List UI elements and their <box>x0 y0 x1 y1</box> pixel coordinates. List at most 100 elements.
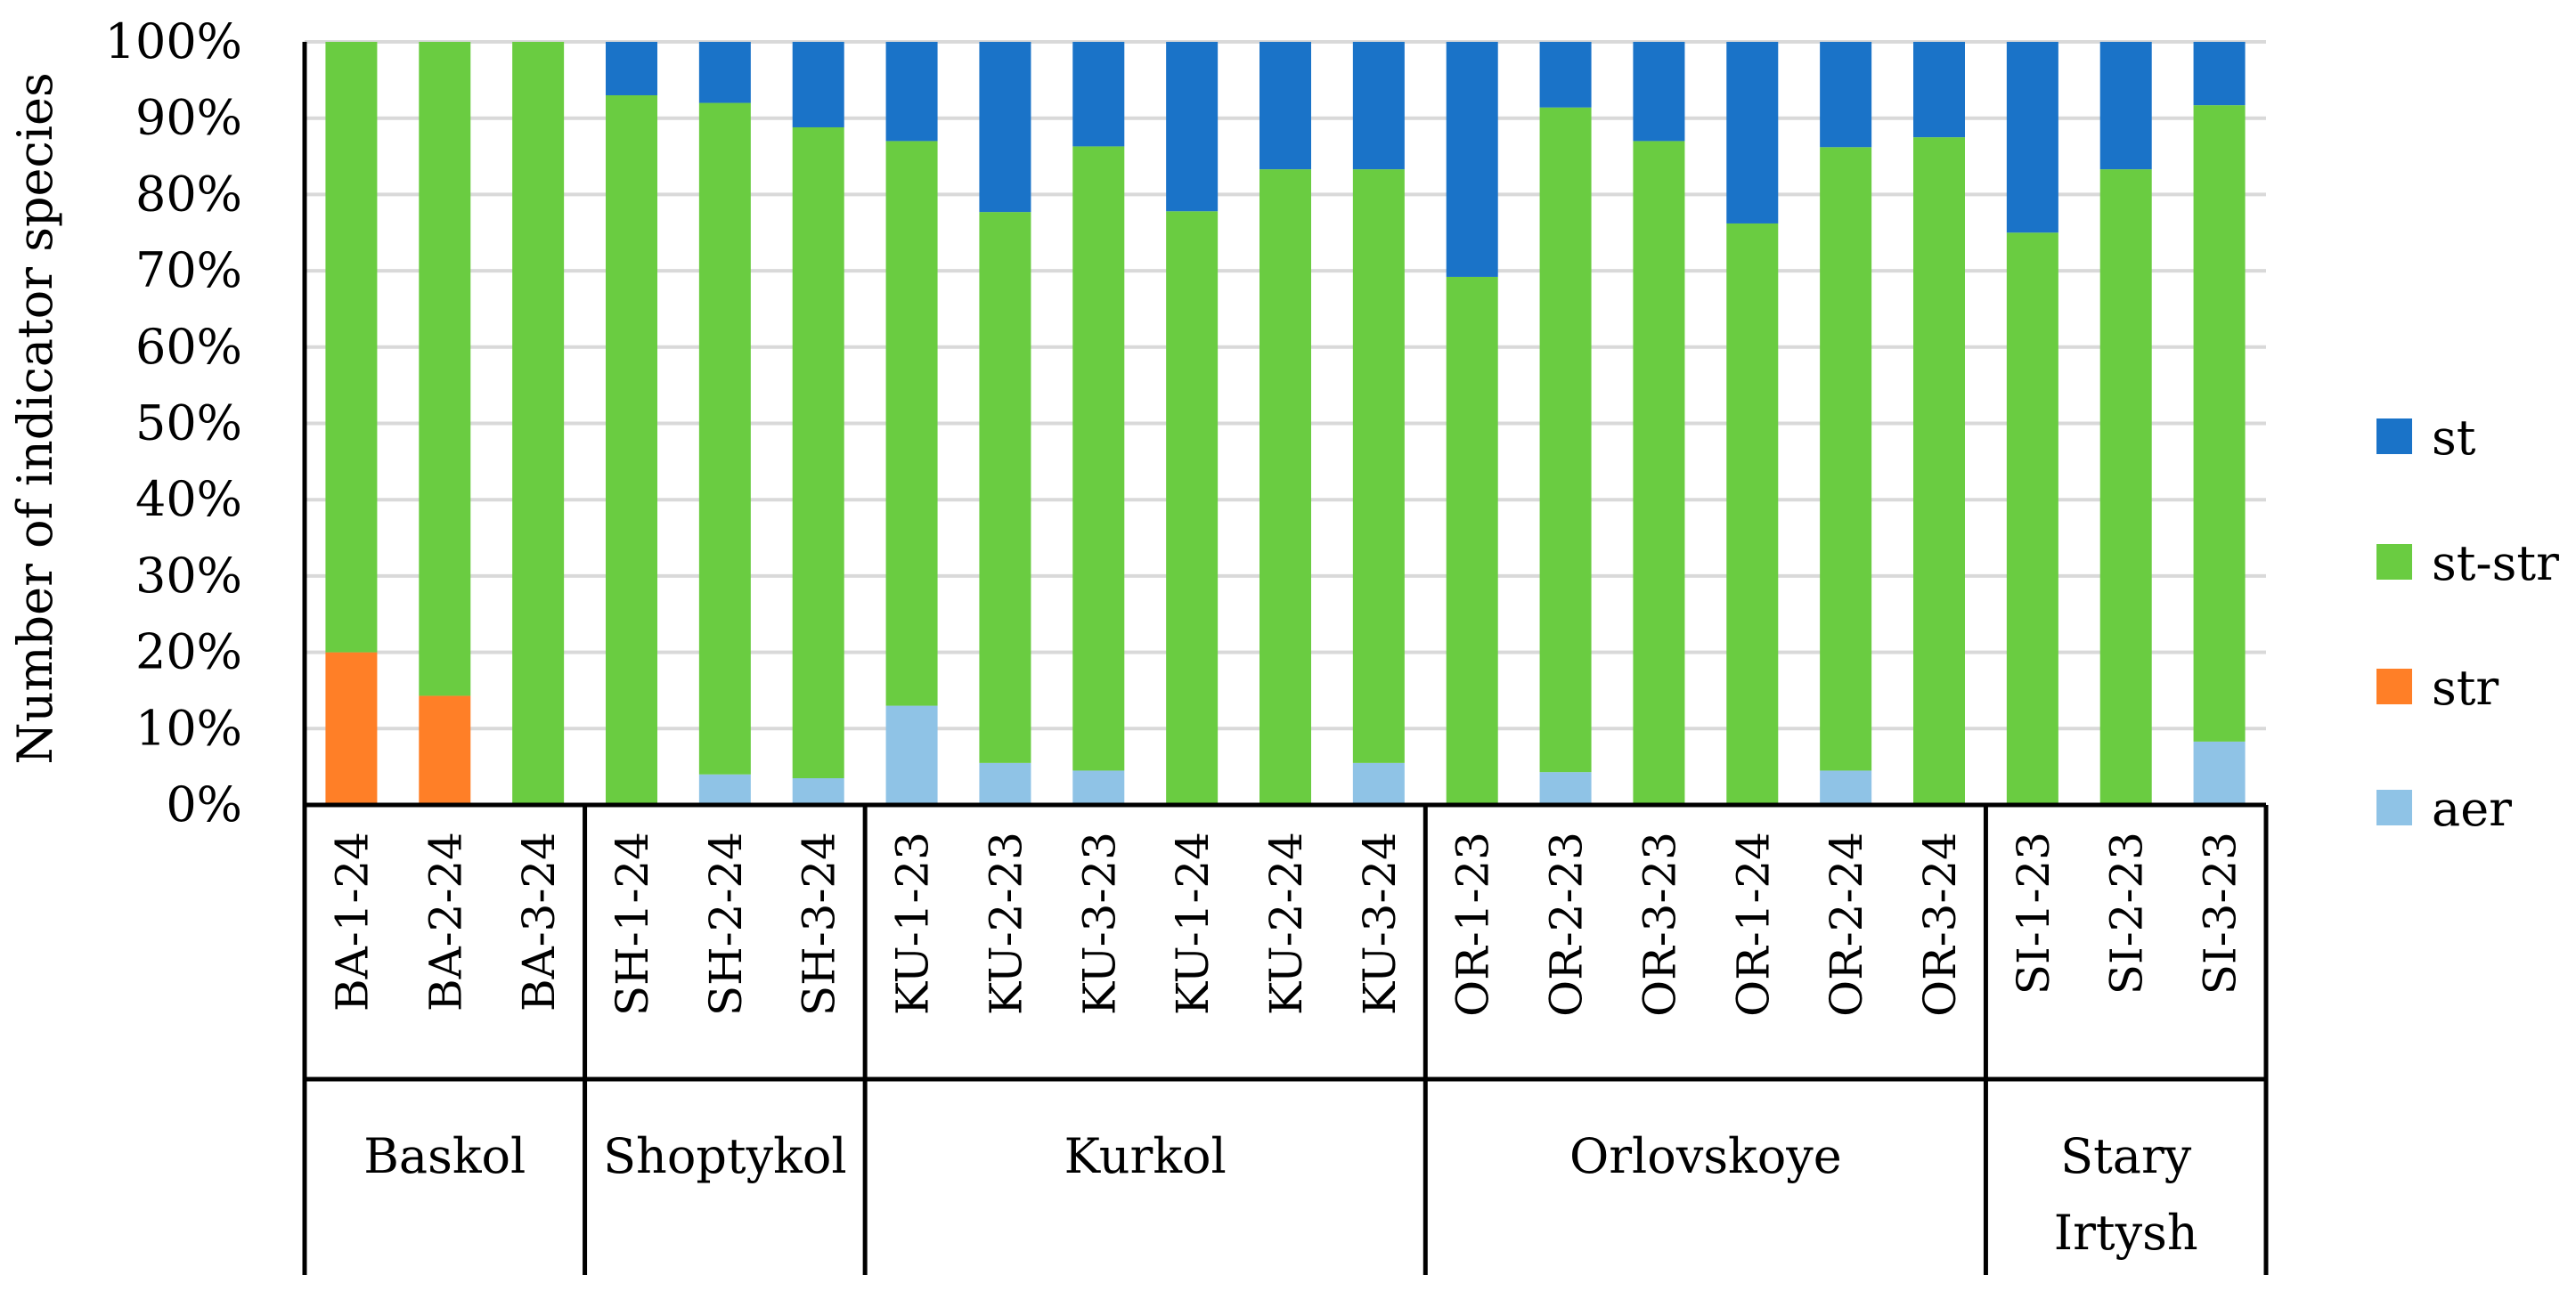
bar-segment-str <box>325 652 378 805</box>
group-label: Orlovskoye <box>1569 1128 1842 1184</box>
y-tick-label: 30% <box>135 548 242 604</box>
bar-segment-st <box>979 42 1031 213</box>
legend-swatch-str <box>2376 669 2412 704</box>
category-label: BA-2-24 <box>420 832 471 1011</box>
y-tick-label: 50% <box>135 395 242 451</box>
bar-segment-st <box>1259 42 1311 170</box>
bar-segment-st-str <box>1913 137 1965 805</box>
category-label: KU-2-23 <box>980 832 1031 1015</box>
y-tick-label: 40% <box>135 471 242 527</box>
y-tick-label: 60% <box>135 319 242 375</box>
group-label: Shoptykol <box>603 1128 847 1184</box>
category-label: BA-1-24 <box>326 832 378 1011</box>
category-labels: BA-1-24 BA-2-24 BA-3-24 SH-1-24 SH-2-24 SH-3-… <box>326 832 2246 1017</box>
y-tick-label: 90% <box>135 90 242 146</box>
bar-segment-st-str <box>1633 141 1685 805</box>
bar-segment-st <box>1446 42 1498 277</box>
bar-segment-st-str <box>606 94 657 806</box>
bar-segment-st-str <box>698 102 751 775</box>
bar-segment-aer <box>1539 772 1592 805</box>
bar-segment-st <box>2006 42 2058 233</box>
legend-label-st: st <box>2432 410 2476 466</box>
category-label: SH-2-24 <box>700 832 752 1016</box>
bar-segment-st <box>1539 42 1592 108</box>
y-tick-label: 10% <box>135 700 242 756</box>
legend-swatch-st-str <box>2376 544 2412 580</box>
y-tick-label: 0% <box>166 776 242 833</box>
bar-segment-aer <box>885 705 938 805</box>
bar-segment-st <box>698 42 751 103</box>
bar-segment-st-str <box>2099 169 2152 805</box>
axes <box>302 42 2269 1275</box>
bar-segment-st-str <box>512 42 565 805</box>
category-label: SI-1-23 <box>2008 832 2059 995</box>
bar-segment-aer <box>792 778 844 805</box>
category-label: KU-1-23 <box>887 832 939 1015</box>
y-tick-label: 70% <box>135 242 242 298</box>
bar-segment-st <box>2099 42 2152 170</box>
bar-segment-aer <box>1072 770 1125 805</box>
legend: st st-str str aer <box>2376 410 2559 837</box>
y-tick-labels: 0% 10% 20% 30% 40% 50% 60% 70% 80% 90% 100% <box>105 13 242 833</box>
y-tick-label: 100% <box>105 13 242 69</box>
bar-segment-st <box>1352 42 1405 170</box>
category-label: SH-1-24 <box>607 832 658 1016</box>
bar-segment-st-str <box>1166 211 1219 805</box>
group-label: Stary <box>2060 1128 2192 1184</box>
bar-segment-st-str <box>1820 147 1872 771</box>
category-label: KU-1-24 <box>1167 832 1219 1015</box>
bar-segment-str <box>419 695 471 805</box>
bar-segment-st-str <box>2193 105 2246 742</box>
legend-label-str: str <box>2432 660 2499 716</box>
category-label: KU-3-23 <box>1073 832 1125 1015</box>
group-label: Irtysh <box>2054 1205 2198 1261</box>
category-label: OR-1-23 <box>1447 832 1499 1017</box>
bar-segment-aer <box>698 774 751 805</box>
category-label: OR-2-23 <box>1541 832 1593 1017</box>
bar-segment-aer <box>1352 762 1405 805</box>
bar-segment-st-str <box>2006 232 2058 805</box>
y-tick-label: 80% <box>135 166 242 222</box>
y-tick-label: 20% <box>135 624 242 680</box>
bar-segment-aer <box>1820 770 1872 805</box>
bar-segment-st-str <box>419 42 471 696</box>
bar-segment-st-str <box>1539 107 1592 773</box>
bar-segment-st-str <box>1352 169 1405 763</box>
category-label: SI-2-23 <box>2101 832 2153 995</box>
bar-segment-st <box>885 42 938 142</box>
category-label: KU-3-24 <box>1354 832 1406 1015</box>
category-label: OR-2-24 <box>1821 832 1872 1017</box>
bar-segment-st <box>1166 42 1219 212</box>
category-label: OR-3-24 <box>1914 832 1966 1017</box>
bar-segment-st <box>792 42 844 127</box>
bar-segment-st <box>2193 42 2246 106</box>
bar-segment-st-str <box>325 42 378 653</box>
group-label: Kurkol <box>1064 1128 1227 1184</box>
bar-segment-st-str <box>979 212 1031 763</box>
bar-segment-st-str <box>1446 276 1498 805</box>
bar-segment-st <box>1633 42 1685 142</box>
bar-segment-st-str <box>1726 223 1779 805</box>
category-label: OR-1-24 <box>1727 832 1779 1017</box>
bar-segment-st-str <box>1072 146 1125 771</box>
bar-segment-aer <box>2193 741 2246 805</box>
bar-segment-st <box>606 42 657 95</box>
category-label: SI-3-23 <box>2195 832 2246 995</box>
y-axis-label: Number of indicator species <box>7 72 63 764</box>
category-label: BA-3-24 <box>513 832 565 1011</box>
bar-segment-st-str <box>885 141 938 706</box>
legend-label-st-str: st-str <box>2432 535 2559 591</box>
group-labels: Baskol Shoptykol Kurkol Orlovskoye Stary Irty… <box>363 1128 2197 1261</box>
bar-segment-st <box>1072 42 1125 147</box>
bar-segment-st-str <box>1259 169 1311 805</box>
bars <box>325 42 2246 806</box>
bar-segment-st-str <box>792 126 844 779</box>
bar-segment-st <box>1726 42 1779 223</box>
category-label: OR-3-23 <box>1634 832 1685 1017</box>
bar-segment-st <box>1913 42 1965 138</box>
category-label: SH-3-24 <box>794 832 845 1016</box>
category-label: KU-2-24 <box>1260 832 1312 1015</box>
legend-swatch-st <box>2376 418 2412 454</box>
legend-label-aer: aer <box>2432 781 2512 837</box>
